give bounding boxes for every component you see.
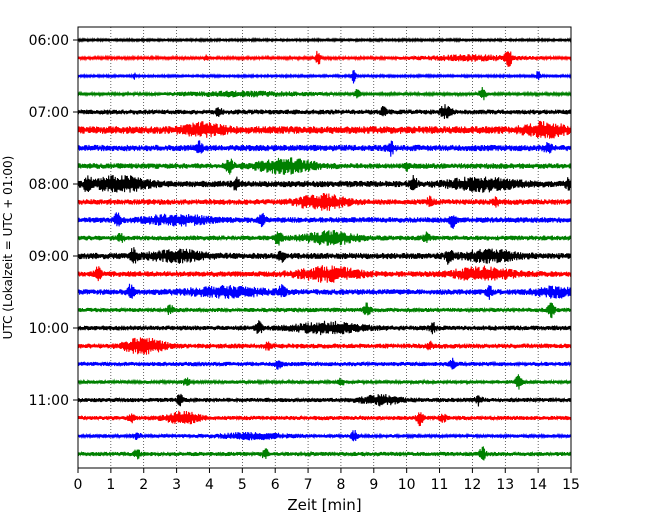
x-tick-label: 12 bbox=[463, 477, 481, 493]
y-tick-label: 08:00 bbox=[29, 177, 69, 193]
y-tick-label: 06:00 bbox=[29, 33, 69, 49]
y-axis-label: UTC (Lokalzeit = UTC + 01:00) bbox=[1, 156, 15, 340]
y-tick-label: 07:00 bbox=[29, 105, 69, 121]
x-tick-label: 1 bbox=[106, 477, 115, 493]
seismogram-trace bbox=[77, 247, 572, 265]
seismogram-trace bbox=[77, 157, 572, 175]
seismogram-trace bbox=[77, 302, 572, 319]
x-axis-label: Zeit [min] bbox=[287, 496, 361, 514]
x-tick-label: 14 bbox=[529, 477, 547, 493]
y-tick-label: 10:00 bbox=[29, 321, 69, 337]
seismogram-trace bbox=[77, 230, 572, 246]
seismogram-trace bbox=[77, 357, 572, 370]
x-tick-label: 15 bbox=[562, 477, 580, 493]
x-tick-label: 5 bbox=[238, 477, 247, 493]
x-tick-label: 3 bbox=[172, 477, 181, 493]
seismogram-trace bbox=[77, 120, 572, 139]
x-tick-label: 0 bbox=[74, 477, 83, 493]
x-tick-label: 8 bbox=[336, 477, 345, 493]
x-tick-label: 4 bbox=[205, 477, 214, 493]
x-tick-label: 6 bbox=[271, 477, 280, 493]
x-tick-label: 10 bbox=[398, 477, 416, 493]
seismogram-trace bbox=[77, 212, 572, 229]
seismogram-trace bbox=[77, 320, 572, 336]
seismogram-trace bbox=[77, 265, 572, 283]
seismogram-trace bbox=[77, 87, 572, 101]
seismogram-trace bbox=[77, 337, 572, 355]
seismogram-trace bbox=[77, 140, 572, 157]
x-axis-ticks: 0 1 2 3 4 5 6 7 8 9 10 11 12 13 14 15 bbox=[74, 468, 580, 493]
y-tick-label: 11:00 bbox=[29, 393, 69, 409]
seismogram-trace bbox=[77, 410, 572, 427]
x-tick-label: 7 bbox=[304, 477, 313, 493]
x-tick-label: 13 bbox=[496, 477, 514, 493]
y-tick-label: 09:00 bbox=[29, 249, 69, 265]
seismogram-trace bbox=[77, 283, 572, 300]
y-axis-ticks: 06:00 07:00 08:00 09:00 10:00 11:00 bbox=[29, 33, 78, 409]
trace-layer bbox=[77, 36, 572, 461]
seismogram-trace bbox=[77, 175, 572, 193]
x-tick-label: 11 bbox=[431, 477, 449, 493]
x-tick-label: 9 bbox=[369, 477, 378, 493]
x-tick-label: 2 bbox=[139, 477, 148, 493]
seismogram-trace bbox=[77, 192, 572, 211]
plot-frame bbox=[77, 26, 572, 469]
